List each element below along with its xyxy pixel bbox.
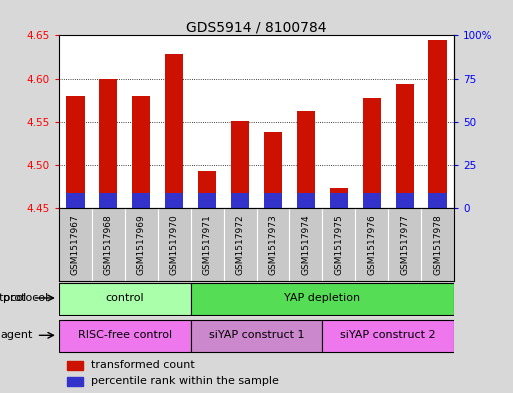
Text: GSM1517976: GSM1517976: [367, 214, 376, 275]
Text: agent: agent: [0, 330, 32, 340]
Title: GDS5914 / 8100784: GDS5914 / 8100784: [186, 20, 327, 34]
Bar: [191, 283, 454, 314]
Text: YAP depletion: YAP depletion: [284, 293, 361, 303]
Bar: [231, 193, 249, 208]
Bar: [165, 54, 183, 208]
Text: GSM1517971: GSM1517971: [203, 214, 212, 275]
Text: GSM1517970: GSM1517970: [170, 214, 179, 275]
Bar: [297, 112, 315, 208]
Text: GSM1517974: GSM1517974: [301, 214, 310, 275]
Text: GSM1517968: GSM1517968: [104, 214, 113, 275]
Bar: [428, 193, 447, 208]
Bar: [132, 96, 150, 208]
Text: GSM1517977: GSM1517977: [400, 214, 409, 275]
Text: siYAP construct 1: siYAP construct 1: [209, 330, 304, 340]
Bar: [322, 320, 454, 352]
Bar: [67, 376, 83, 386]
Bar: [363, 193, 381, 208]
Bar: [330, 188, 348, 208]
Text: control: control: [106, 293, 144, 303]
Bar: [198, 193, 216, 208]
Bar: [67, 361, 83, 369]
Bar: [264, 132, 282, 208]
Bar: [396, 193, 413, 208]
Text: GSM1517973: GSM1517973: [268, 214, 278, 275]
Bar: [264, 193, 282, 208]
Bar: [59, 283, 191, 314]
Bar: [59, 320, 191, 352]
Bar: [100, 79, 117, 208]
Bar: [132, 193, 150, 208]
Bar: [198, 171, 216, 208]
Bar: [330, 193, 348, 208]
Bar: [100, 193, 117, 208]
Bar: [396, 84, 413, 208]
Bar: [66, 193, 85, 208]
Bar: [297, 193, 315, 208]
Bar: [363, 97, 381, 208]
Bar: [165, 193, 183, 208]
Bar: [428, 40, 447, 208]
Text: GSM1517975: GSM1517975: [334, 214, 343, 275]
Text: GSM1517969: GSM1517969: [137, 214, 146, 275]
Text: protocol: protocol: [3, 293, 48, 303]
Text: siYAP construct 2: siYAP construct 2: [340, 330, 436, 340]
Text: RISC-free control: RISC-free control: [78, 330, 172, 340]
Bar: [231, 121, 249, 208]
Bar: [66, 96, 85, 208]
Text: protocol: protocol: [0, 293, 27, 303]
Text: percentile rank within the sample: percentile rank within the sample: [91, 376, 279, 386]
Text: GSM1517967: GSM1517967: [71, 214, 80, 275]
Bar: [191, 320, 322, 352]
Text: transformed count: transformed count: [91, 360, 194, 370]
Text: GSM1517972: GSM1517972: [235, 214, 245, 275]
Text: GSM1517978: GSM1517978: [433, 214, 442, 275]
